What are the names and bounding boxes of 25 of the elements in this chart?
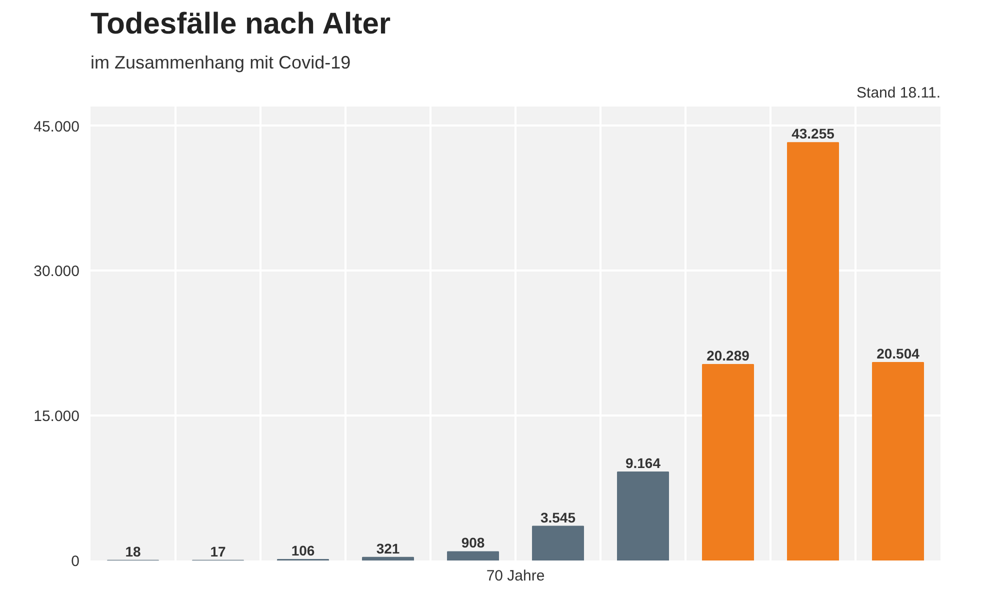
data-label: 43.255 [792, 126, 835, 142]
bar [617, 471, 669, 560]
bar [362, 556, 414, 560]
data-label: 17 [210, 543, 226, 560]
data-label: 9.164 [625, 454, 661, 471]
chart-subtitle: im Zusammenhang mit Covid-19 [90, 52, 351, 72]
data-label: 908 [461, 534, 485, 551]
data-label: 321 [376, 540, 400, 556]
y-tick-label: 0 [71, 553, 80, 570]
bar [447, 551, 499, 560]
bar [787, 142, 839, 560]
y-tick-label: 45.000 [34, 118, 80, 136]
data-label: 18 [125, 543, 141, 560]
text: Stand 18.11. [856, 84, 941, 102]
data-label: 106 [291, 542, 315, 558]
data-label: 3.545 [540, 509, 576, 526]
bar [532, 526, 584, 560]
bar [702, 364, 754, 560]
y-tick-label: 30.000 [34, 263, 80, 280]
text: 70 Jahre [486, 568, 545, 584]
y-tick-label: 15.000 [34, 408, 80, 426]
bar [872, 362, 924, 560]
data-label: 20.504 [876, 345, 920, 362]
chart-title: Todesfälle nach Alter [90, 8, 391, 40]
data-label: 20.289 [706, 348, 750, 364]
